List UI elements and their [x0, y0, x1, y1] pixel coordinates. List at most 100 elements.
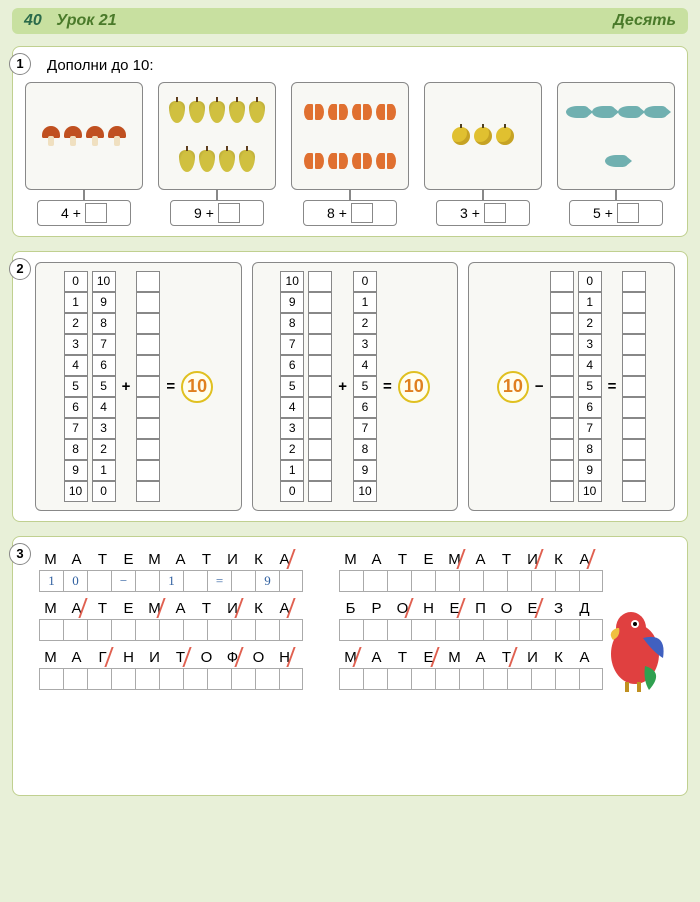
answer-cell[interactable]	[531, 619, 555, 641]
blank-cell[interactable]	[622, 376, 646, 397]
answer-cell[interactable]	[231, 619, 255, 641]
answer-cell[interactable]	[279, 570, 303, 592]
answer-cell[interactable]	[87, 619, 111, 641]
blank-cell[interactable]	[550, 271, 574, 292]
answer-cell[interactable]	[207, 619, 231, 641]
answer-cell[interactable]: 9	[255, 570, 279, 592]
answer-cell[interactable]	[231, 668, 255, 690]
answer-box[interactable]	[484, 203, 506, 223]
blank-cell[interactable]	[622, 439, 646, 460]
answer-cell[interactable]	[387, 619, 411, 641]
blank-cell[interactable]	[136, 334, 160, 355]
answer-cell[interactable]	[387, 668, 411, 690]
blank-cell[interactable]	[136, 397, 160, 418]
blank-cell[interactable]	[622, 292, 646, 313]
answer-cell[interactable]: 0	[63, 570, 87, 592]
answer-cell[interactable]	[279, 668, 303, 690]
answer-cell[interactable]	[339, 570, 363, 592]
blank-cell[interactable]	[136, 271, 160, 292]
blank-cell[interactable]	[136, 313, 160, 334]
answer-cell[interactable]	[255, 668, 279, 690]
blank-cell[interactable]	[136, 460, 160, 481]
answer-cell[interactable]	[63, 668, 87, 690]
answer-cell[interactable]	[183, 668, 207, 690]
blank-cell[interactable]	[550, 376, 574, 397]
blank-cell[interactable]	[550, 397, 574, 418]
answer-cell[interactable]	[555, 619, 579, 641]
answer-cell[interactable]	[87, 668, 111, 690]
blank-cell[interactable]	[622, 271, 646, 292]
answer-cell[interactable]	[435, 619, 459, 641]
answer-cell[interactable]	[435, 570, 459, 592]
answer-cell[interactable]	[483, 570, 507, 592]
answer-cell[interactable]	[159, 619, 183, 641]
blank-cell[interactable]	[308, 376, 332, 397]
answer-cell[interactable]	[111, 619, 135, 641]
answer-cell[interactable]	[135, 570, 159, 592]
answer-cell[interactable]	[459, 570, 483, 592]
answer-cell[interactable]	[207, 668, 231, 690]
blank-cell[interactable]	[622, 313, 646, 334]
blank-cell[interactable]	[622, 334, 646, 355]
blank-cell[interactable]	[550, 334, 574, 355]
blank-cell[interactable]	[550, 313, 574, 334]
answer-cell[interactable]	[363, 619, 387, 641]
answer-cell[interactable]	[507, 668, 531, 690]
blank-cell[interactable]	[622, 397, 646, 418]
answer-cell[interactable]	[135, 668, 159, 690]
answer-cell[interactable]	[507, 570, 531, 592]
blank-cell[interactable]	[622, 355, 646, 376]
blank-cell[interactable]	[622, 418, 646, 439]
answer-cells[interactable]	[339, 570, 619, 592]
answer-cell[interactable]	[255, 619, 279, 641]
blank-cell[interactable]	[308, 334, 332, 355]
answer-cell[interactable]	[183, 619, 207, 641]
answer-cell[interactable]: 1	[39, 570, 63, 592]
answer-cell[interactable]	[135, 619, 159, 641]
answer-cell[interactable]	[483, 668, 507, 690]
answer-cell[interactable]: 1	[159, 570, 183, 592]
answer-cell[interactable]	[87, 570, 111, 592]
blank-cell[interactable]	[308, 313, 332, 334]
blank-cell[interactable]	[136, 481, 160, 502]
blank-cell[interactable]	[550, 418, 574, 439]
blank-cell[interactable]	[136, 355, 160, 376]
answer-cell[interactable]: =	[207, 570, 231, 592]
answer-cell[interactable]	[63, 619, 87, 641]
answer-cell[interactable]	[531, 570, 555, 592]
answer-box[interactable]	[617, 203, 639, 223]
answer-cell[interactable]	[339, 668, 363, 690]
answer-cell[interactable]	[555, 668, 579, 690]
blank-cell[interactable]	[550, 292, 574, 313]
answer-cells[interactable]: 10 − 1 = 9	[39, 570, 319, 592]
blank-cell[interactable]	[550, 460, 574, 481]
blank-cell[interactable]	[622, 481, 646, 502]
answer-cells[interactable]	[39, 619, 319, 641]
answer-cell[interactable]	[459, 619, 483, 641]
answer-cell[interactable]	[363, 668, 387, 690]
answer-cell[interactable]	[39, 668, 63, 690]
blank-cell[interactable]	[308, 460, 332, 481]
answer-cells[interactable]	[39, 668, 319, 690]
answer-box[interactable]	[351, 203, 373, 223]
answer-cell[interactable]	[435, 668, 459, 690]
answer-cell[interactable]	[411, 570, 435, 592]
answer-cell[interactable]	[411, 668, 435, 690]
answer-cell[interactable]	[39, 619, 63, 641]
blank-cell[interactable]	[136, 418, 160, 439]
blank-cell[interactable]	[308, 397, 332, 418]
answer-cell[interactable]	[459, 668, 483, 690]
blank-cell[interactable]	[550, 439, 574, 460]
answer-cell[interactable]	[183, 570, 207, 592]
answer-cell[interactable]	[279, 619, 303, 641]
blank-cell[interactable]	[308, 481, 332, 502]
answer-cells[interactable]	[339, 619, 619, 641]
blank-cell[interactable]	[308, 292, 332, 313]
answer-cell[interactable]: −	[111, 570, 135, 592]
answer-cell[interactable]	[579, 570, 603, 592]
blank-cell[interactable]	[136, 292, 160, 313]
answer-cell[interactable]	[483, 619, 507, 641]
blank-cell[interactable]	[308, 355, 332, 376]
answer-cells[interactable]	[339, 668, 619, 690]
answer-cell[interactable]	[507, 619, 531, 641]
